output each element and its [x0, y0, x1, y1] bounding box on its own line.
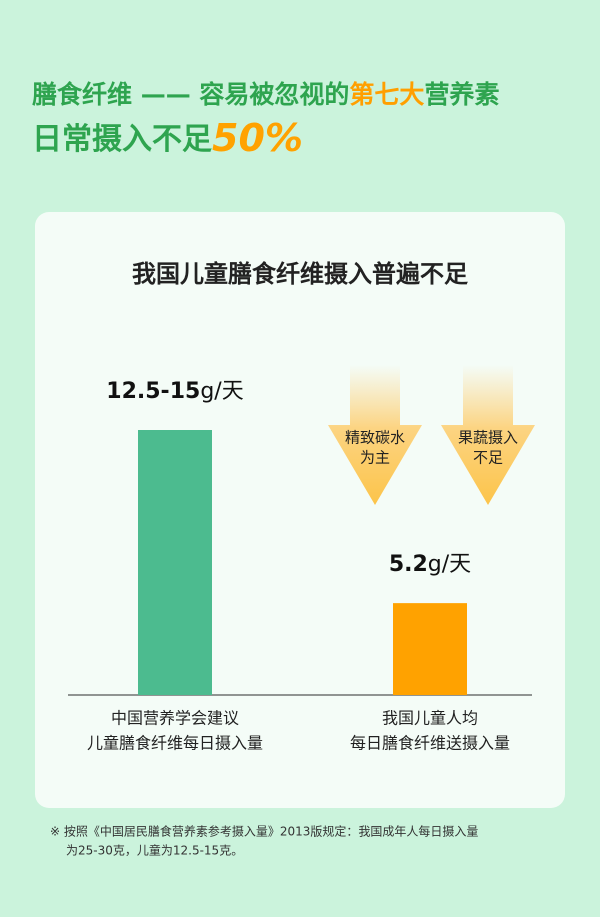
- value-unit: g/天: [200, 379, 243, 404]
- x-tick-label: 我国儿童人均: [382, 709, 478, 728]
- chart-title: 我国儿童膳食纤维摄入普遍不足: [132, 260, 468, 288]
- annotation: 精致碳水: [345, 429, 405, 447]
- header-title: 膳食纤维 —— 容易被忽视的第七大营养素: [32, 80, 499, 109]
- x-tick-label: 儿童膳食纤维每日摄入量: [87, 734, 263, 753]
- x-tick-label: 每日膳食纤维送摄入量: [350, 734, 510, 753]
- value-label: 12.5-15g/天: [106, 379, 243, 404]
- value-number: 5.2: [389, 552, 428, 577]
- x-tick-label: 中国营养学会建议: [111, 709, 239, 728]
- title-part: 营养素: [424, 80, 499, 109]
- bar: [138, 430, 212, 695]
- value-number: 12.5-15: [106, 379, 200, 404]
- footnote: ※ 按照《中国居民膳食营养素参考摄入量》2013版规定：我国成年人每日摄入量: [50, 824, 478, 839]
- arrow: [328, 365, 422, 505]
- annotation: 果蔬摄入: [458, 429, 518, 447]
- bar: [393, 603, 467, 695]
- header-subtitle: 日常摄入不足50%: [32, 116, 303, 160]
- subtitle: 日常摄入不足: [32, 122, 212, 157]
- value-label: 5.2g/天: [389, 552, 471, 577]
- annotation: 不足: [473, 449, 503, 467]
- value-unit: g/天: [428, 552, 471, 577]
- annotation: 为主: [360, 449, 390, 467]
- title-part: 膳食纤维 —— 容易被忽视的: [32, 80, 349, 109]
- arrow: [441, 365, 535, 505]
- footnote: 为25-30克，儿童为12.5-15克。: [66, 843, 243, 858]
- title-part: 第七大: [349, 80, 424, 109]
- highlight: 50%: [212, 116, 303, 160]
